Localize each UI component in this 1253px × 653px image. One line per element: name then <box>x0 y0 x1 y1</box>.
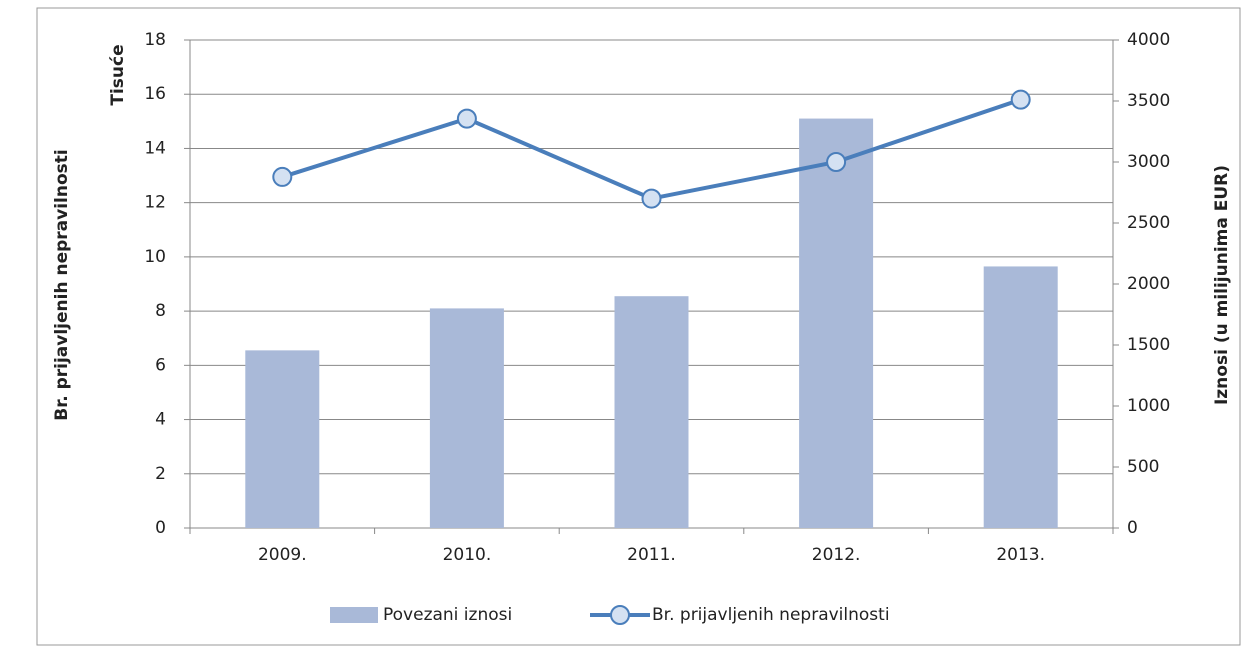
y-tick-label: 8 <box>155 301 166 321</box>
y2-tick-label: 2500 <box>1127 213 1170 233</box>
y-tick-label: 18 <box>144 30 166 50</box>
line-marker <box>1010 89 1031 110</box>
line-marker <box>456 108 477 129</box>
bar <box>799 118 874 529</box>
y-axis-label: Br. prijavljenih nepravilnosti <box>52 149 72 420</box>
line-marker <box>272 166 293 187</box>
y-tick-label: 2 <box>155 464 166 484</box>
y2-tick-label: 3000 <box>1127 152 1170 172</box>
line-marker <box>826 152 847 172</box>
legend-label: Br. prijavljenih nepravilnosti <box>652 605 890 625</box>
x-tick-label: 2010. <box>443 545 492 565</box>
bar <box>245 350 320 528</box>
bar <box>614 296 689 528</box>
y-tick-label: 12 <box>144 193 166 213</box>
bar <box>429 308 504 528</box>
y2-tick-label: 1500 <box>1127 335 1170 355</box>
x-tick-label: 2012. <box>812 545 861 565</box>
x-tick-label: 2009. <box>258 545 307 565</box>
legend-marker <box>610 605 630 625</box>
y-tick-label: 14 <box>144 138 166 158</box>
y-tick-label: 0 <box>155 518 166 538</box>
y2-tick-label: 1000 <box>1127 396 1170 416</box>
y-tick-label: 6 <box>155 355 166 375</box>
y-axis-unit: Tisuće <box>108 44 128 105</box>
y-tick-label: 16 <box>144 84 166 104</box>
legend-label: Povezani iznosi <box>383 605 512 625</box>
y-tick-label: 4 <box>155 410 166 430</box>
y2-tick-label: 0 <box>1127 518 1138 538</box>
bar <box>983 266 1058 528</box>
y2-tick-label: 2000 <box>1127 274 1170 294</box>
legend-swatch <box>330 607 378 623</box>
y-tick-label: 10 <box>144 247 166 267</box>
x-tick-label: 2011. <box>627 545 676 565</box>
line-marker <box>641 188 662 209</box>
y2-tick-label: 4000 <box>1127 30 1170 50</box>
x-tick-label: 2013. <box>996 545 1045 565</box>
y2-axis-label: Iznosi (u milijunima EUR) <box>1212 165 1232 405</box>
y2-tick-label: 500 <box>1127 457 1159 477</box>
y2-tick-label: 3500 <box>1127 91 1170 111</box>
